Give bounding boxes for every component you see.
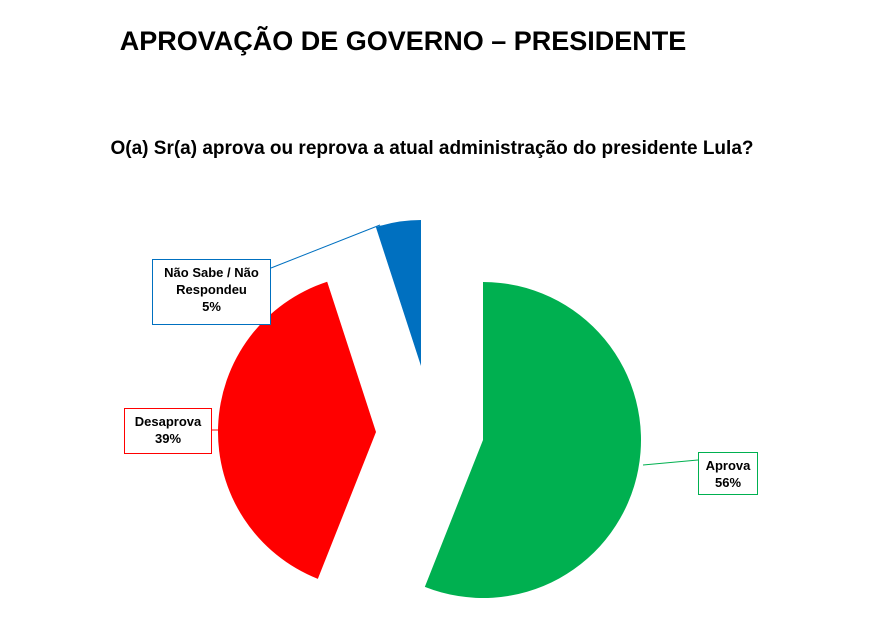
slice-label: Aprova 56%	[698, 452, 758, 495]
leader-line	[270, 224, 381, 269]
chart-subtitle: O(a) Sr(a) aprova ou reprova a atual adm…	[110, 138, 754, 159]
category: Aprova	[705, 458, 751, 473]
category: Não Sabe / Não Respondeu	[164, 265, 259, 297]
pie-slice	[375, 220, 421, 366]
pie-slice	[424, 282, 642, 598]
value-label: 39%	[154, 431, 182, 446]
chart-title: APROVAÇÃO DE GOVERNO – PRESIDENTE	[119, 26, 687, 56]
pie-slice	[218, 281, 376, 579]
value-label: 5%	[202, 299, 221, 314]
category: Desaprova	[134, 414, 202, 429]
slice-label: Não Sabe / Não Respondeu 5%	[152, 259, 271, 325]
slice-label: Desaprova 39%	[124, 408, 212, 454]
leader-line	[642, 459, 699, 466]
value-label: 56%	[714, 475, 742, 490]
